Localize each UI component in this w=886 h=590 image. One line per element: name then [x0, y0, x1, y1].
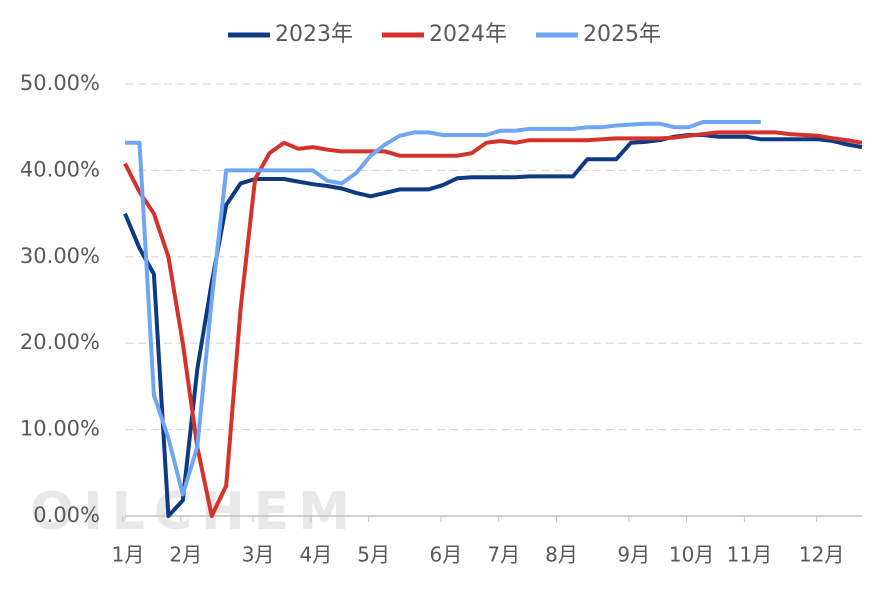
x-tick-label: 8月	[545, 543, 578, 567]
legend-label: 2024年	[429, 22, 507, 47]
series-line	[123, 130, 863, 518]
x-tick-label: 5月	[357, 543, 390, 567]
x-tick-label: 10月	[669, 543, 714, 567]
x-tick-label: 11月	[727, 543, 772, 567]
legend-label: 2023年	[275, 22, 353, 47]
x-tick-label: 3月	[242, 543, 275, 567]
legend-label: 2025年	[583, 22, 661, 47]
y-tick-label: 50.00%	[20, 71, 100, 95]
y-tick-label: 30.00%	[20, 244, 100, 268]
y-tick-label: 0.00%	[33, 503, 100, 527]
x-tick-label: 9月	[617, 543, 650, 567]
y-tick-label: 20.00%	[20, 330, 100, 354]
y-tick-label: 10.00%	[20, 417, 100, 441]
y-tick-label: 40.00%	[20, 157, 100, 181]
series-line	[123, 133, 863, 518]
x-tick-label: 12月	[799, 543, 844, 567]
x-tick-label: 1月	[112, 543, 145, 567]
x-tick-label: 4月	[299, 543, 332, 567]
x-tick-label: 7月	[487, 543, 520, 567]
x-tick-label: 6月	[430, 543, 463, 567]
series-line	[125, 120, 761, 497]
x-tick-label: 2月	[169, 543, 202, 567]
